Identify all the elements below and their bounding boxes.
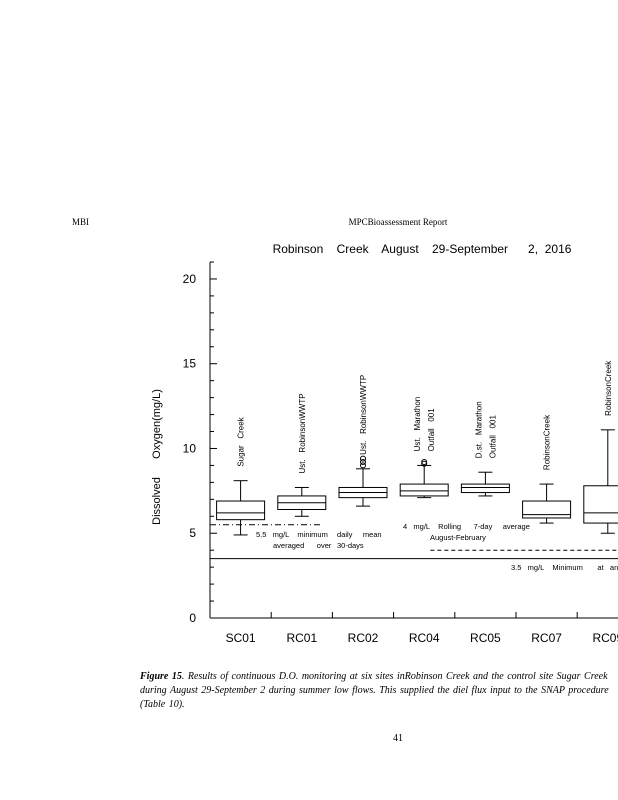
y-tick-label: 20 [183, 272, 197, 286]
box [460, 483, 510, 494]
box [216, 500, 266, 521]
y-tick-label: 15 [183, 357, 197, 371]
caption-label: Figure 15 [140, 671, 182, 682]
x-tick-label: RC07 [531, 631, 562, 645]
flier [360, 455, 366, 462]
annotation: August-February [430, 533, 486, 542]
annotation: 3.5 mg/L Minimum at anytime [511, 563, 618, 572]
y-tick-label: 10 [183, 441, 197, 455]
caption-text: . Results of continuous D.O. monitoring … [140, 671, 609, 710]
x-tick-label: SC01 [226, 631, 256, 645]
flier [421, 460, 428, 467]
x-tick-label: RC02 [348, 631, 379, 645]
site-label: Outfall 001 [427, 408, 436, 452]
box [522, 500, 572, 519]
x-tick-label: RC01 [286, 631, 317, 645]
annotation: 5.5 mg/L minimum [256, 530, 328, 539]
annotation: daily mean [337, 530, 382, 539]
y-tick-label: 5 [189, 526, 196, 540]
y-tick-label: 0 [189, 611, 196, 625]
box [399, 483, 449, 497]
page-number: 41 [393, 733, 403, 744]
site-label: Ust. RobinsonWWTP [359, 375, 368, 455]
site-label: Ust. RobinsonWWTP [298, 393, 307, 473]
annotation: 4 mg/L Rolling 7-day average [403, 522, 530, 531]
header-left: MBI [72, 217, 90, 227]
x-tick-label: RC05 [470, 631, 501, 645]
site-label: D.st. Marathon [474, 401, 483, 458]
site-label: Sugar Creek [237, 416, 246, 466]
box [583, 485, 618, 524]
annotation: 30-days [337, 541, 364, 550]
flier [421, 459, 428, 466]
header-center: MPCBioassessment Report [348, 217, 448, 227]
flier [360, 459, 366, 466]
flier [360, 462, 366, 469]
x-tick-label: RC09 [592, 631, 618, 645]
site-label: Ust. Marathon [413, 397, 422, 452]
site-label: Outfall 001 [488, 415, 497, 459]
site-label: RobinsonCreek [543, 414, 552, 470]
site-label: RobinsonCreek [604, 360, 613, 416]
caption: Figure 15. Results of continuous D.O. mo… [140, 670, 618, 712]
y-axis-label: Dissolved Oxygen(mg/L) [151, 389, 163, 525]
x-tick-label: RC04 [409, 631, 440, 645]
annotation: averaged over [273, 541, 332, 550]
chart-title: Robinson Creek August 29-September 2, 20… [273, 242, 572, 256]
